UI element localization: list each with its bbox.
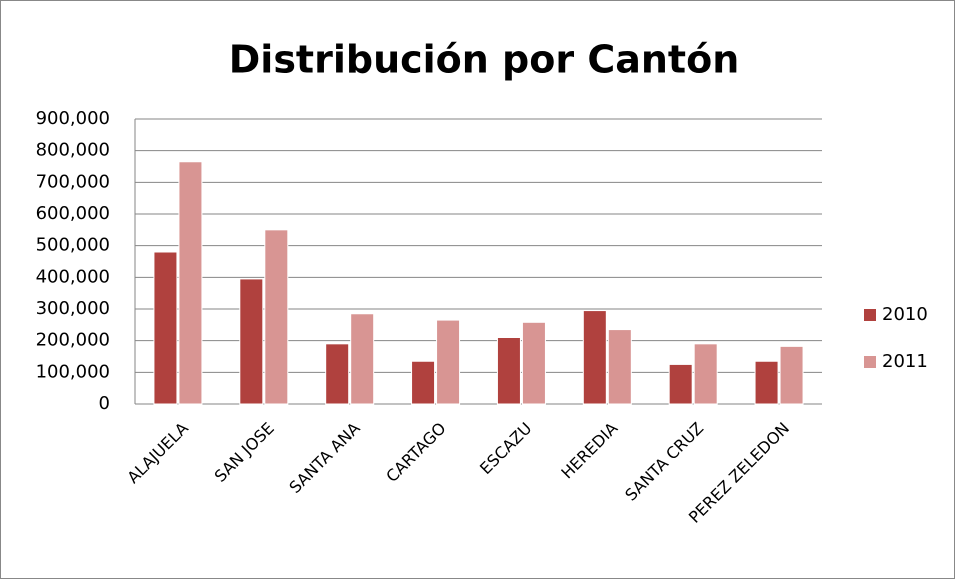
y-tick-label: 600,000 bbox=[36, 203, 110, 224]
bar bbox=[411, 360, 436, 405]
bar bbox=[239, 278, 264, 405]
y-tick-label: 300,000 bbox=[36, 298, 110, 319]
bar bbox=[779, 345, 804, 405]
bar bbox=[521, 321, 546, 405]
y-tick-label: 200,000 bbox=[36, 330, 110, 351]
y-tick-label: 900,000 bbox=[36, 108, 110, 129]
y-tick-label: 700,000 bbox=[36, 171, 110, 192]
y-tick-label: 500,000 bbox=[36, 235, 110, 256]
bar bbox=[754, 360, 779, 405]
y-tick-label: 0 bbox=[99, 393, 110, 414]
y-tick-label: 100,000 bbox=[36, 361, 110, 382]
y-tick-label: 800,000 bbox=[36, 140, 110, 161]
chart-title: Distribución por Cantón bbox=[229, 38, 740, 82]
legend-label: 2010 bbox=[882, 304, 928, 325]
bar bbox=[496, 337, 521, 405]
bar bbox=[693, 343, 718, 405]
legend-swatch bbox=[864, 309, 876, 321]
bar bbox=[153, 251, 178, 405]
bar bbox=[264, 229, 289, 405]
legend-swatch bbox=[864, 356, 876, 368]
bar bbox=[436, 319, 461, 405]
bar bbox=[668, 363, 693, 405]
legend-label: 2011 bbox=[882, 351, 928, 372]
y-tick-label: 400,000 bbox=[36, 266, 110, 287]
bar bbox=[607, 329, 632, 405]
bar bbox=[350, 313, 375, 405]
bar bbox=[325, 343, 350, 405]
bar bbox=[582, 310, 607, 405]
bar bbox=[178, 161, 203, 405]
